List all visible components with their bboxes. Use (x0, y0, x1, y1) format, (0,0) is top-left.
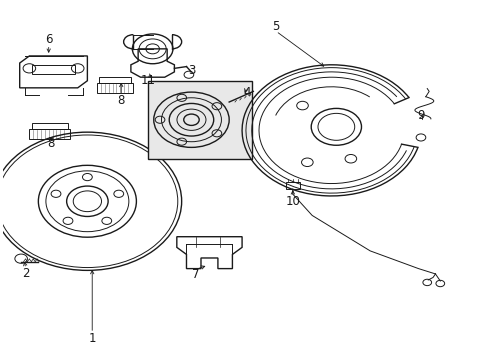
Bar (285, 182, 300, 189)
Text: 8: 8 (117, 94, 124, 107)
Text: 3: 3 (187, 64, 195, 77)
Bar (32, 123, 68, 129)
Bar (29, 129, 70, 139)
Text: 7: 7 (192, 268, 200, 281)
Text: 5: 5 (272, 20, 279, 33)
Text: 1: 1 (88, 332, 96, 345)
Bar (97, 83, 133, 93)
Text: 8: 8 (47, 137, 55, 150)
Text: 4: 4 (243, 86, 250, 99)
Text: 6: 6 (45, 33, 52, 46)
Bar (32, 65, 75, 74)
Bar (99, 77, 131, 83)
Text: 2: 2 (22, 267, 30, 280)
Bar (147, 81, 251, 159)
Text: 11: 11 (140, 73, 155, 86)
Text: 9: 9 (416, 109, 424, 122)
Text: 10: 10 (285, 195, 300, 208)
